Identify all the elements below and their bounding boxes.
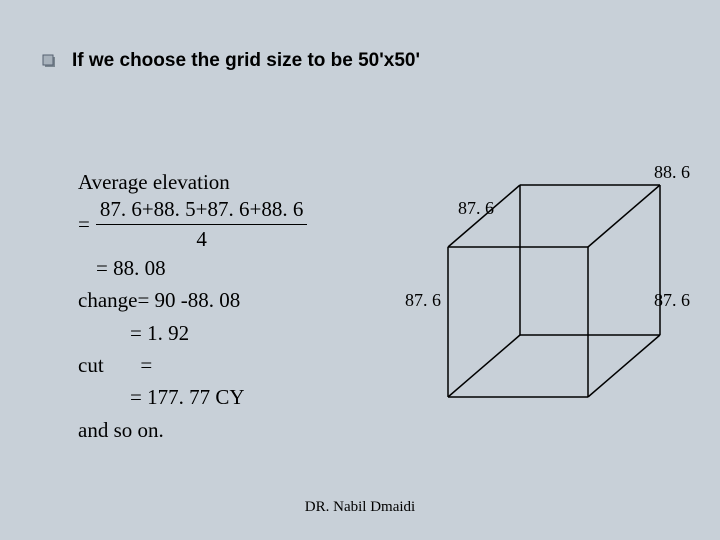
fraction-row: = 87. 6+88. 5+87. 6+88. 6 4 <box>78 197 307 250</box>
cube-label-top-right: 88. 6 <box>654 162 690 183</box>
equals-sign: = <box>78 209 90 239</box>
fraction-numerator: 87. 6+88. 5+87. 6+88. 6 <box>96 197 308 221</box>
cut-value: = 177. 77 CY <box>78 382 307 412</box>
cut-line: cut = <box>78 350 307 380</box>
footer-author: DR. Nabil Dmaidi <box>0 499 720 516</box>
calculation-block: Average elevation = 87. 6+88. 5+87. 6+88… <box>78 165 307 445</box>
fraction: 87. 6+88. 5+87. 6+88. 6 4 <box>96 197 308 250</box>
fraction-bar <box>96 224 308 225</box>
fraction-denominator: 4 <box>196 227 207 251</box>
slide-title: If we choose the grid size to be 50'x50' <box>72 50 420 71</box>
result-line: = 88. 08 <box>78 253 307 283</box>
cube-label-bottom-right: 87. 6 <box>654 290 690 311</box>
last-line: and so on. <box>78 415 307 445</box>
change-value: = 1. 92 <box>78 318 307 348</box>
cube-diagram <box>410 155 690 435</box>
change-line: change= 90 -88. 08 <box>78 285 307 315</box>
bullet-icon <box>42 54 56 68</box>
cube-label-bottom-left: 87. 6 <box>405 290 441 311</box>
cube-label-top-left: 87. 6 <box>458 198 494 219</box>
avg-elevation-label: Average elevation <box>78 167 307 197</box>
slide-title-area: If we choose the grid size to be 50'x50' <box>72 50 420 72</box>
